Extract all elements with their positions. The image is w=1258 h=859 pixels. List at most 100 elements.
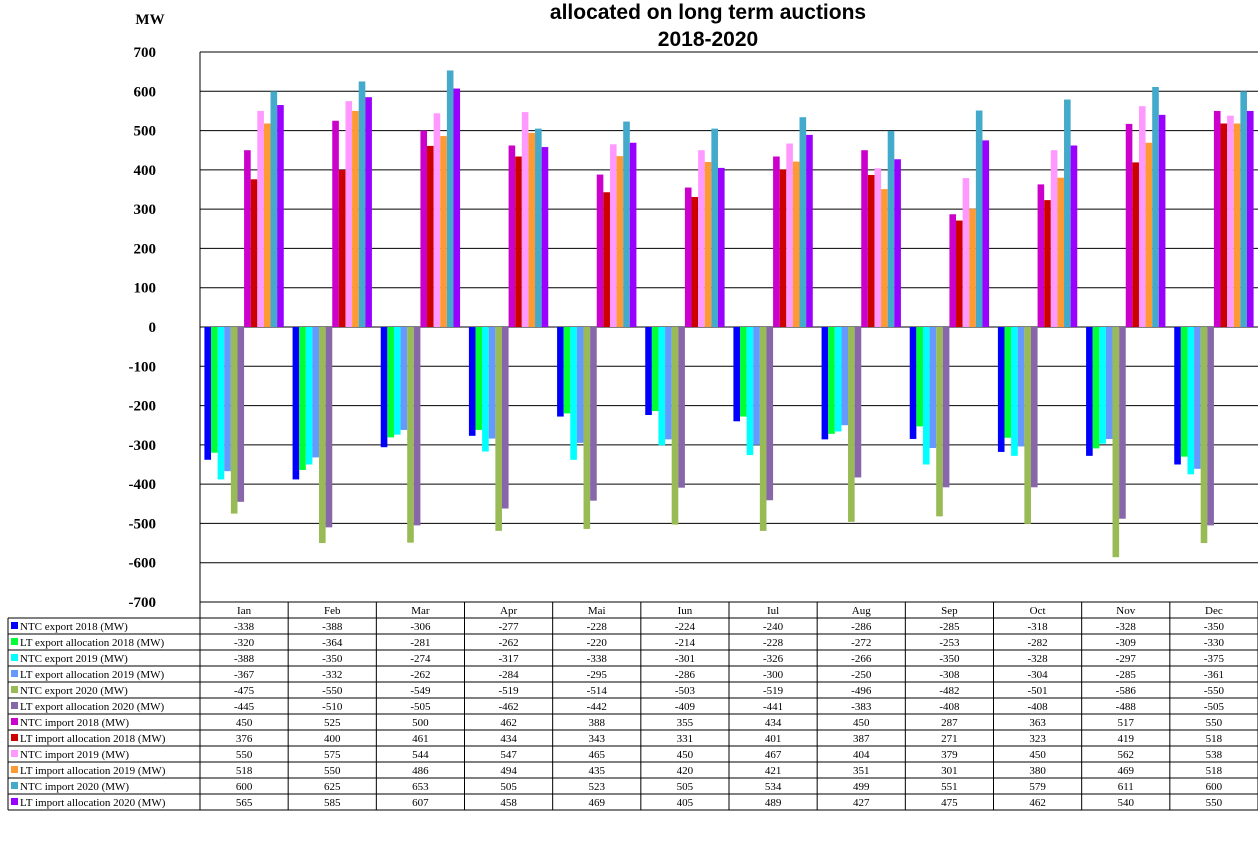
y-tick-label: -600 xyxy=(129,556,157,572)
legend-label: NTC export 2019 (MW) xyxy=(20,653,128,665)
bar xyxy=(433,113,441,327)
data-label: -304 xyxy=(1027,669,1048,681)
data-label: 450 xyxy=(853,717,870,729)
data-label: 550 xyxy=(236,749,253,761)
data-label: 600 xyxy=(236,781,253,793)
legend-label: LT export allocation 2020 (MW) xyxy=(20,701,165,713)
data-label: -214 xyxy=(675,637,696,649)
data-label: 420 xyxy=(677,765,694,777)
data-label: -350 xyxy=(1204,621,1225,633)
bar xyxy=(962,178,970,327)
bar xyxy=(319,327,326,544)
bar xyxy=(596,174,604,327)
bar xyxy=(799,117,807,328)
bar xyxy=(753,327,760,445)
data-label: -281 xyxy=(410,637,430,649)
data-label: -550 xyxy=(1204,685,1225,697)
bar xyxy=(1011,327,1018,456)
bar xyxy=(887,130,895,327)
legend-label: LT export allocation 2019 (MW) xyxy=(20,669,165,681)
bar xyxy=(1174,327,1181,465)
data-label: 550 xyxy=(324,765,341,777)
bar xyxy=(975,110,983,327)
data-label: 500 xyxy=(412,717,429,729)
data-label: -496 xyxy=(851,685,872,697)
data-label: -332 xyxy=(322,669,342,681)
bar xyxy=(949,214,957,327)
data-label: 387 xyxy=(853,733,870,745)
bar xyxy=(1187,327,1195,475)
data-label: -284 xyxy=(498,669,519,681)
data-label: 434 xyxy=(765,717,782,729)
data-label: 600 xyxy=(1206,781,1223,793)
bar xyxy=(217,327,225,480)
data-label: -586 xyxy=(1116,685,1137,697)
bar xyxy=(563,327,571,414)
bar xyxy=(1158,114,1166,327)
bar xyxy=(590,327,597,501)
bar xyxy=(759,327,767,531)
bar xyxy=(352,110,359,328)
data-label: -514 xyxy=(587,685,608,697)
data-label: -338 xyxy=(234,621,255,633)
category-label: Oct xyxy=(1030,605,1046,617)
data-label: 331 xyxy=(677,733,694,745)
bar xyxy=(250,179,258,327)
data-label: -320 xyxy=(234,637,255,649)
bar xyxy=(969,208,976,327)
data-label: 538 xyxy=(1206,749,1223,761)
bar xyxy=(942,327,950,488)
bar xyxy=(270,91,278,327)
data-label: -409 xyxy=(675,701,696,713)
data-label: 271 xyxy=(941,733,958,745)
y-tick-label: -200 xyxy=(129,399,157,415)
data-label: -328 xyxy=(1027,653,1048,665)
bar xyxy=(717,167,725,327)
bar xyxy=(393,327,401,435)
bar xyxy=(1125,123,1133,327)
data-label: -285 xyxy=(939,621,960,633)
bar xyxy=(345,101,353,327)
bar xyxy=(704,162,712,327)
bar xyxy=(1099,327,1106,444)
bar xyxy=(1086,327,1093,456)
bar xyxy=(609,144,617,327)
bar xyxy=(230,327,238,514)
bar xyxy=(766,327,774,501)
data-label: 355 xyxy=(677,717,694,729)
bar xyxy=(541,147,549,327)
bar xyxy=(257,110,264,328)
legend-swatch xyxy=(11,702,18,709)
data-label: 435 xyxy=(589,765,606,777)
data-label: -408 xyxy=(939,701,960,713)
data-label: -505 xyxy=(410,701,431,713)
y-tick-label: -100 xyxy=(129,359,157,375)
y-axis-unit-label: MW xyxy=(135,12,164,28)
legend-swatch xyxy=(11,782,18,789)
data-label: 404 xyxy=(853,749,870,761)
bar xyxy=(1194,327,1201,469)
data-table: Ian Feb Mar Apr Mai Iun Iul Aug Sep Oct Nov Dec NTC … xyxy=(7,601,1258,811)
data-label: 585 xyxy=(324,797,341,809)
data-label: -503 xyxy=(675,685,696,697)
data-label: 625 xyxy=(324,781,341,793)
data-label: -286 xyxy=(675,669,696,681)
bar xyxy=(854,327,862,478)
legend-swatch xyxy=(11,638,18,645)
legend-label: NTC export 2020 (MW) xyxy=(20,685,128,697)
data-label: 461 xyxy=(412,733,429,745)
data-label: -274 xyxy=(410,653,431,665)
data-label: -388 xyxy=(322,621,343,633)
y-tick-label: 500 xyxy=(134,124,157,140)
data-label: -549 xyxy=(410,685,431,697)
data-label: 534 xyxy=(765,781,782,793)
y-axis-ticks: 700 600 500 400 300 200 100 0 -100 -200 -300 -400 -5… xyxy=(129,45,157,611)
bar xyxy=(475,327,483,430)
data-label: -282 xyxy=(1027,637,1047,649)
bar xyxy=(792,161,800,327)
bar xyxy=(665,327,672,440)
bar xyxy=(779,169,787,327)
legend-swatch xyxy=(11,798,18,805)
bar xyxy=(263,123,271,327)
bar xyxy=(909,327,917,439)
